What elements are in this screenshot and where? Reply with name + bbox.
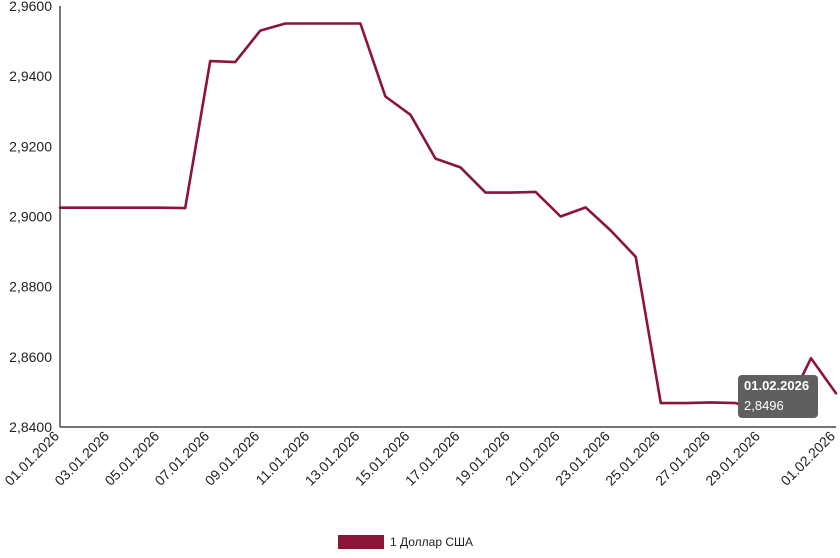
x-tick-label: 29.01.2026 [702, 428, 763, 489]
data-tooltip: 01.02.2026 2,8496 [738, 375, 818, 418]
x-tick-labels: 01.01.202603.01.202605.01.202607.01.2026… [1, 428, 838, 489]
legend-swatch [338, 535, 384, 549]
y-tick-label: 2,8400 [9, 419, 52, 435]
x-tick-label: 09.01.2026 [202, 428, 263, 489]
tooltip-date: 01.02.2026 [744, 378, 809, 393]
y-tick-label: 2,9600 [9, 0, 52, 14]
y-tick-label: 2,9400 [9, 68, 52, 84]
y-tick-labels: 2,9600 2,9400 2,9200 2,9000 2,8800 2,8600 2,84… [9, 0, 52, 435]
series-line-usd [58, 22, 838, 415]
y-tick-label: 2,9200 [9, 138, 52, 154]
y-tick-label: 2,8600 [9, 349, 52, 365]
legend[interactable]: 1 Доллар США [338, 534, 473, 550]
x-tick-label: 01.02.2026 [777, 428, 838, 489]
tooltip-value: 2,8496 [744, 398, 784, 413]
legend-label: 1 Доллар США [390, 535, 474, 549]
y-tick-label: 2,9000 [9, 209, 52, 225]
tooltip-box [738, 375, 818, 418]
y-tick-label: 2,8800 [9, 279, 52, 295]
